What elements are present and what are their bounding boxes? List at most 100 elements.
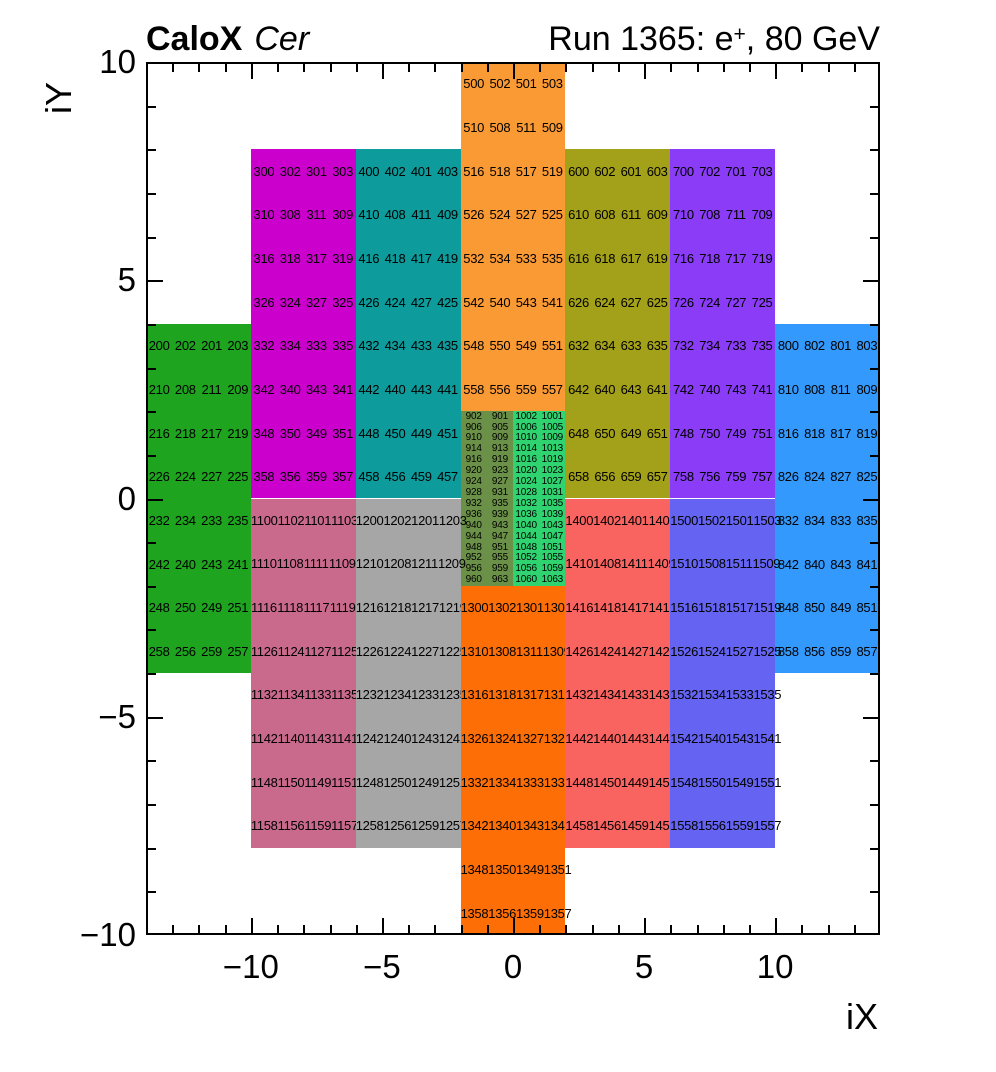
channel-id: 216 bbox=[148, 425, 170, 441]
channel-row: 1458 1456 1459 1457 bbox=[565, 804, 676, 848]
axis-tick bbox=[303, 64, 305, 72]
channel-row: 710 708 711 709 bbox=[670, 193, 775, 237]
axis-tick bbox=[618, 64, 620, 72]
channel-id: 211 bbox=[201, 381, 222, 397]
channel-id: 640 bbox=[594, 381, 616, 397]
channel-id: 743 bbox=[725, 381, 747, 397]
channel-id: 508 bbox=[489, 119, 511, 135]
channel-id: 317 bbox=[305, 250, 327, 266]
channel-id: 1341 bbox=[543, 818, 572, 834]
channel-id: 643 bbox=[620, 381, 642, 397]
channel-row: 416 418 417 419 bbox=[356, 237, 461, 281]
axis-tick bbox=[148, 629, 156, 631]
channel-id: 1301 bbox=[516, 600, 544, 616]
channel-id: 202 bbox=[174, 338, 196, 354]
channel-id: 1400 bbox=[565, 512, 594, 528]
channel-row: 1132 1134 1133 1135 bbox=[251, 673, 358, 717]
channel-id: 1533 bbox=[725, 687, 754, 703]
channel-id: 1443 bbox=[620, 731, 649, 747]
channel-id: 1326 bbox=[460, 731, 489, 747]
channel-id: 327 bbox=[305, 294, 327, 310]
channel-id: 1203 bbox=[438, 512, 467, 528]
channel-row: 1126 1124 1127 1125 bbox=[251, 629, 358, 673]
channel-row: 1002 1001 bbox=[513, 411, 565, 422]
channel-row: 952 955 bbox=[461, 553, 513, 564]
axis-tick bbox=[870, 106, 878, 108]
channel-row: 1532 1534 1533 1535 bbox=[670, 673, 781, 717]
channel-row: 300 302 301 303 bbox=[251, 149, 356, 193]
channel-id: 648 bbox=[568, 425, 589, 441]
channel-id: 709 bbox=[751, 207, 773, 223]
axis-tick bbox=[148, 149, 156, 151]
channel-id: 543 bbox=[515, 294, 537, 310]
channel-id: 1006 bbox=[515, 421, 537, 433]
channel-id: 208 bbox=[174, 381, 196, 397]
channel-id: 1549 bbox=[725, 774, 754, 790]
channel-id: 619 bbox=[646, 250, 668, 266]
channel-id: 1359 bbox=[516, 905, 544, 921]
channel-id: 234 bbox=[174, 512, 196, 528]
channel-id: 1202 bbox=[383, 512, 412, 528]
axis-tick bbox=[513, 64, 515, 79]
channel-id: 1208 bbox=[383, 556, 412, 572]
channel-id: 701 bbox=[725, 163, 747, 179]
channel-id: 1110 bbox=[250, 556, 277, 572]
channel-id: 1300 bbox=[460, 600, 489, 616]
channel-id: 632 bbox=[568, 338, 589, 354]
channel-id: 1158 bbox=[250, 818, 278, 834]
channel-id: 349 bbox=[305, 425, 327, 441]
channel-id: 1256 bbox=[383, 818, 412, 834]
y-tick-label: 5 bbox=[117, 261, 136, 299]
channel-id: 913 bbox=[491, 443, 508, 455]
channel-id: 1135 bbox=[331, 687, 358, 703]
channel-id: 1532 bbox=[670, 687, 699, 703]
channel-row: 748 750 749 751 bbox=[670, 411, 775, 455]
channel-id: 943 bbox=[491, 519, 508, 531]
channel-row: 1332 1334 1333 1335 bbox=[461, 760, 572, 804]
channel-row: 732 734 733 735 bbox=[670, 324, 775, 368]
channel-id: 842 bbox=[777, 556, 799, 572]
channel-id: 1103 bbox=[331, 512, 358, 528]
channel-row: 956 959 bbox=[461, 564, 513, 575]
y-tick-label: 0 bbox=[117, 479, 136, 517]
channel-id: 1451 bbox=[648, 774, 677, 790]
channel-id: 451 bbox=[437, 425, 458, 441]
channel-id: 1024 bbox=[515, 476, 537, 488]
channel-id: 1149 bbox=[304, 774, 332, 790]
channel-id: 457 bbox=[437, 469, 458, 485]
channel-id: 1458 bbox=[565, 818, 594, 834]
channel-row: 800 802 801 803 bbox=[775, 324, 880, 368]
axis-tick bbox=[775, 64, 777, 79]
channel-row: 906 905 bbox=[461, 422, 513, 433]
channel-id: 901 bbox=[491, 410, 508, 422]
channel-id: 310 bbox=[253, 207, 275, 223]
channel-id: 1101 bbox=[304, 512, 332, 528]
channel-id: 740 bbox=[699, 381, 720, 397]
channel-id: 356 bbox=[279, 469, 301, 485]
axis-tick bbox=[148, 368, 156, 370]
channel-id: 518 bbox=[489, 163, 511, 179]
channel-id: 448 bbox=[358, 425, 380, 441]
channel-id: 1457 bbox=[648, 818, 677, 834]
series-400-teal: 400 402 401 403 410 408 411 409 416 418 417 419 426 4… bbox=[355, 149, 461, 499]
channel-id: 920 bbox=[465, 465, 482, 477]
channel-id: 433 bbox=[410, 338, 432, 354]
channel-id: 1527 bbox=[725, 643, 754, 659]
channel-id: 1251 bbox=[438, 774, 467, 790]
series-1400-red: 1400 1402 1401 1403 1410 1408 1411 1409 1416 1418… bbox=[565, 498, 677, 848]
channel-id: 458 bbox=[358, 469, 380, 485]
channel-id: 618 bbox=[594, 250, 616, 266]
channel-id: 1340 bbox=[488, 818, 517, 834]
channel-id: 835 bbox=[856, 512, 878, 528]
channel-id: 719 bbox=[751, 250, 773, 266]
channel-id: 939 bbox=[491, 508, 508, 520]
channel-id: 702 bbox=[699, 163, 720, 179]
channel-id: 259 bbox=[201, 643, 222, 659]
channel-id: 1200 bbox=[355, 512, 384, 528]
channel-row: 348 350 349 351 bbox=[251, 411, 356, 455]
channel-id: 335 bbox=[332, 338, 353, 354]
channel-row: 510 508 511 509 bbox=[461, 106, 566, 150]
channel-id: 300 bbox=[253, 163, 275, 179]
channel-id: 1316 bbox=[460, 687, 489, 703]
channel-id: 242 bbox=[148, 556, 170, 572]
